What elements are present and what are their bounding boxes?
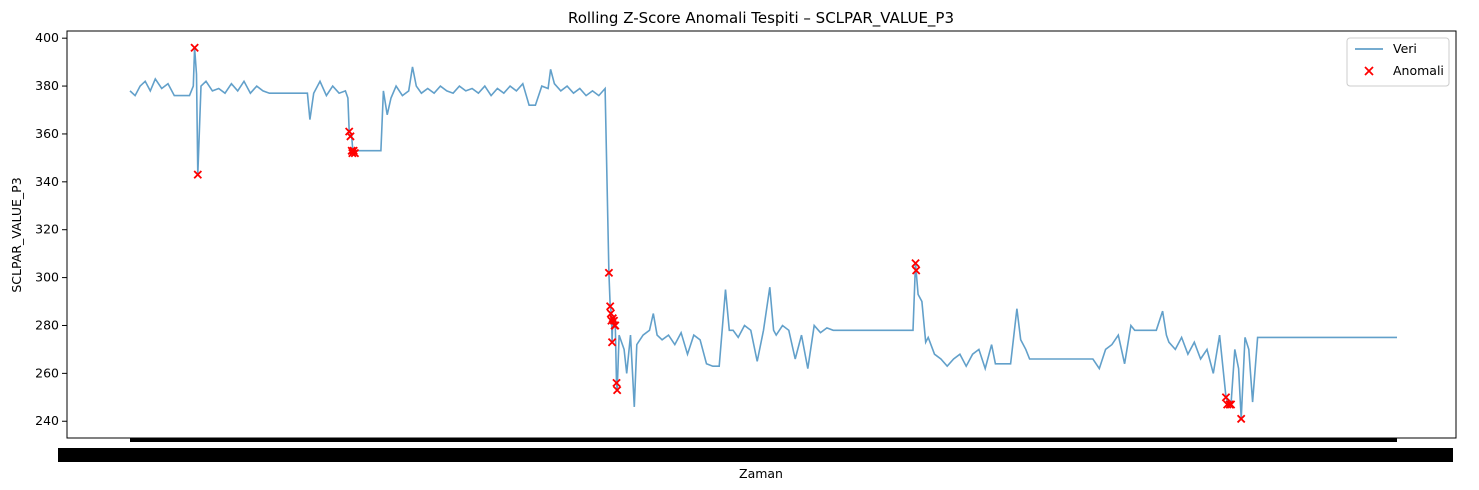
anomaly-point	[350, 148, 360, 158]
anomaly-point	[605, 302, 615, 311]
anomaly-point	[190, 43, 199, 52]
anomaly-point	[1221, 393, 1231, 402]
y-tick-label: 360	[35, 126, 59, 141]
plot-frame	[66, 30, 1457, 439]
x-axis	[58, 438, 1453, 462]
x-ticks-dense	[130, 438, 1397, 442]
y-axis-label: SCLPAR_VALUE_P3	[9, 177, 24, 292]
anomaly-point	[911, 258, 920, 268]
anomaly-point	[346, 132, 355, 141]
y-tick-label: 340	[35, 174, 59, 189]
y-tick-label: 380	[35, 78, 59, 93]
series-line-veri	[129, 47, 1397, 419]
anomaly-point	[1226, 400, 1236, 409]
y-tick-label: 260	[35, 365, 59, 380]
y-tick-label: 280	[35, 317, 59, 332]
x-axis-label: Zaman	[739, 466, 783, 481]
anomaly-point	[911, 266, 921, 275]
anomaly-point	[607, 337, 617, 347]
x-tick-labels-overlapping	[58, 448, 1453, 462]
anomaly-point	[612, 385, 622, 395]
y-tick-label: 400	[35, 30, 59, 45]
plot-area	[129, 43, 1397, 424]
anomaly-point	[604, 268, 614, 278]
y-axis: 240 260 280 300 320 340 360 380 400	[35, 30, 67, 428]
anomaly-point	[193, 170, 203, 179]
anomaly-point	[611, 321, 620, 330]
chart-title: Rolling Z-Score Anomali Tespiti – SCLPAR…	[568, 9, 954, 28]
y-tick-label: 320	[35, 222, 59, 237]
legend-label: Veri	[1393, 41, 1417, 56]
anomaly-point	[1236, 414, 1246, 424]
legend-x-swatch	[1364, 66, 1374, 76]
legend-label: Anomali	[1393, 63, 1444, 78]
anomaly-point	[606, 309, 616, 318]
legend: Veri Anomali	[1346, 37, 1450, 87]
y-tick-label: 300	[35, 270, 59, 285]
anomaly-point	[612, 378, 621, 388]
y-tick-label: 240	[35, 413, 59, 428]
